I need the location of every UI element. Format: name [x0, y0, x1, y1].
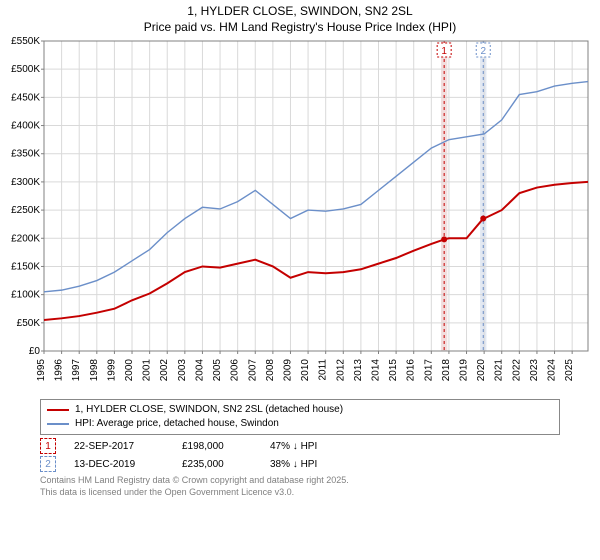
footer-line2: This data is licensed under the Open Gov…	[40, 487, 560, 499]
svg-text:2019: 2019	[459, 359, 470, 382]
svg-text:2002: 2002	[159, 359, 170, 382]
svg-text:2017: 2017	[423, 359, 434, 382]
svg-text:1999: 1999	[106, 359, 117, 382]
legend-item: 1, HYLDER CLOSE, SWINDON, SN2 2SL (detac…	[47, 403, 553, 417]
svg-text:£250K: £250K	[11, 205, 40, 216]
event-hpi: 47% ↓ HPI	[270, 441, 350, 452]
footer-line1: Contains HM Land Registry data © Crown c…	[40, 475, 560, 487]
event-hpi: 38% ↓ HPI	[270, 459, 350, 470]
price-chart: 1 2 £0 £50K £100K £150K £200K £250K £300K £350K £4…	[0, 35, 600, 395]
svg-text:1995: 1995	[36, 359, 47, 382]
svg-text:2008: 2008	[265, 359, 276, 382]
svg-text:£150K: £150K	[11, 262, 40, 273]
event-row: 2 13-DEC-2019 £235,000 38% ↓ HPI	[40, 455, 560, 473]
legend: 1, HYLDER CLOSE, SWINDON, SN2 2SL (detac…	[40, 399, 560, 435]
svg-text:£400K: £400K	[11, 121, 40, 132]
svg-text:£500K: £500K	[11, 64, 40, 75]
svg-text:1996: 1996	[54, 359, 65, 382]
svg-text:2013: 2013	[353, 359, 364, 382]
svg-text:£50K: £50K	[17, 318, 41, 329]
svg-text:2006: 2006	[230, 359, 241, 382]
svg-text:2012: 2012	[335, 359, 346, 382]
svg-text:1998: 1998	[89, 359, 100, 382]
svg-text:2007: 2007	[247, 359, 258, 382]
event-marker: 1	[40, 438, 56, 454]
legend-item: HPI: Average price, detached house, Swin…	[47, 417, 553, 431]
legend-label: 1, HYLDER CLOSE, SWINDON, SN2 2SL (detac…	[75, 403, 343, 417]
event-price: £235,000	[182, 459, 252, 470]
svg-text:2011: 2011	[318, 359, 329, 381]
event-row: 1 22-SEP-2017 £198,000 47% ↓ HPI	[40, 437, 560, 455]
svg-text:2009: 2009	[282, 359, 293, 382]
svg-text:2023: 2023	[529, 359, 540, 382]
svg-text:2: 2	[480, 46, 486, 57]
legend-swatch	[47, 423, 69, 425]
svg-text:2025: 2025	[564, 359, 575, 382]
svg-text:2000: 2000	[124, 359, 135, 382]
title-line1: 1, HYLDER CLOSE, SWINDON, SN2 2SL	[0, 4, 600, 20]
svg-text:2015: 2015	[388, 359, 399, 382]
svg-text:2005: 2005	[212, 359, 223, 382]
svg-text:2021: 2021	[494, 359, 505, 382]
svg-text:2001: 2001	[142, 359, 153, 382]
event-price: £198,000	[182, 441, 252, 452]
title-line2: Price paid vs. HM Land Registry's House …	[0, 20, 600, 36]
svg-text:1: 1	[441, 46, 447, 57]
svg-text:2003: 2003	[177, 359, 188, 382]
svg-text:£550K: £550K	[11, 36, 40, 47]
svg-text:£100K: £100K	[11, 290, 40, 301]
legend-swatch	[47, 409, 69, 411]
svg-text:2016: 2016	[406, 359, 417, 382]
svg-text:2022: 2022	[511, 359, 522, 382]
svg-text:£350K: £350K	[11, 149, 40, 160]
event-marker: 2	[40, 456, 56, 472]
svg-text:£300K: £300K	[11, 177, 40, 188]
svg-text:2014: 2014	[370, 359, 381, 382]
event-date: 22-SEP-2017	[74, 441, 164, 452]
svg-text:2004: 2004	[194, 359, 205, 382]
footer: Contains HM Land Registry data © Crown c…	[40, 475, 560, 498]
chart-title: 1, HYLDER CLOSE, SWINDON, SN2 2SL Price …	[0, 0, 600, 35]
event-table: 1 22-SEP-2017 £198,000 47% ↓ HPI 2 13-DE…	[40, 437, 560, 473]
svg-text:£200K: £200K	[11, 233, 40, 244]
svg-text:£450K: £450K	[11, 93, 40, 104]
svg-text:2018: 2018	[441, 359, 452, 382]
svg-text:2020: 2020	[476, 359, 487, 382]
svg-text:2024: 2024	[547, 359, 558, 382]
legend-label: HPI: Average price, detached house, Swin…	[75, 417, 279, 431]
svg-text:2010: 2010	[300, 359, 311, 382]
svg-text:1997: 1997	[71, 359, 82, 382]
event-date: 13-DEC-2019	[74, 459, 164, 470]
svg-text:£0: £0	[29, 346, 41, 357]
